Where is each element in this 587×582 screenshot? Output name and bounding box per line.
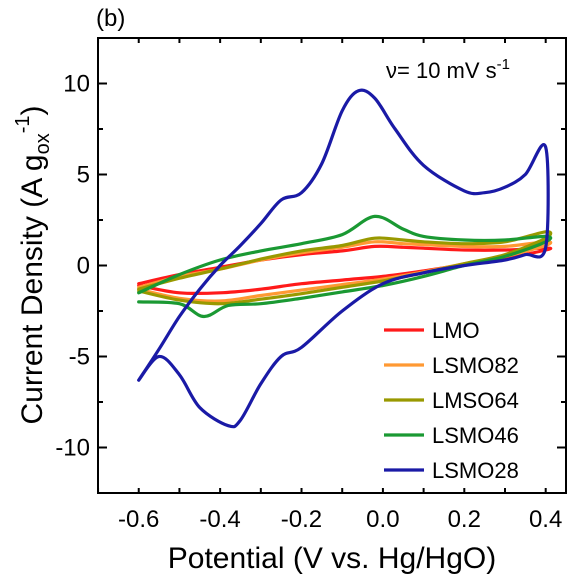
legend-label-lsmo46: LSMO46 (432, 423, 519, 448)
panel-label: (b) (96, 5, 125, 32)
y-tick-label: -10 (55, 435, 90, 462)
y-axis-title-sub: ox (32, 133, 54, 154)
y-axis-title: Current Density (A gox-1) (12, 105, 54, 424)
y-axis-title-sup: -1 (12, 115, 34, 133)
y-tick-label: 0 (77, 253, 90, 280)
rate-value: = 10 mV s (397, 58, 497, 83)
legend-label-lmo: LMO (432, 318, 480, 343)
x-tick-label: -0.6 (118, 506, 159, 533)
plot-frame (97, 37, 567, 494)
legend-label-lsmo28: LSMO28 (432, 458, 519, 483)
rate-exponent: -1 (497, 56, 510, 73)
series-line-lsmo46 (137, 214, 553, 319)
y-axis-title-main: Current Density (A g (16, 154, 49, 424)
x-tick-label: 0.2 (448, 506, 481, 533)
rate-annotation: ν= 10 mV s-1 (386, 56, 510, 83)
y-tick-label: 5 (77, 162, 90, 189)
x-tick-label: 0.0 (366, 506, 399, 533)
legend-label-lsmo82: LSMO82 (432, 353, 519, 378)
legend: LMO LSMO82 LMSO64 LSMO46 LSMO28 (384, 318, 519, 483)
x-tick-label: 0.4 (529, 506, 562, 533)
rate-symbol: ν (386, 58, 397, 83)
x-tick-label: -0.2 (281, 506, 322, 533)
series-line-lmso64 (137, 230, 553, 306)
x-axis-title: Potential (V vs. Hg/HgO) (168, 542, 496, 575)
y-tick-label: 10 (63, 71, 90, 98)
y-axis-title-close: ) (16, 105, 49, 115)
legend-label-lmso64: LMSO64 (432, 388, 519, 413)
tick-labels: -0.6 -0.4 -0.2 0.0 0.2 0.4 -10 -5 0 5 10 (55, 71, 562, 534)
series-line-lsmo28 (137, 88, 550, 429)
y-tick-label: -5 (69, 344, 90, 371)
series-layer (137, 88, 553, 429)
x-tick-label: -0.4 (199, 506, 240, 533)
